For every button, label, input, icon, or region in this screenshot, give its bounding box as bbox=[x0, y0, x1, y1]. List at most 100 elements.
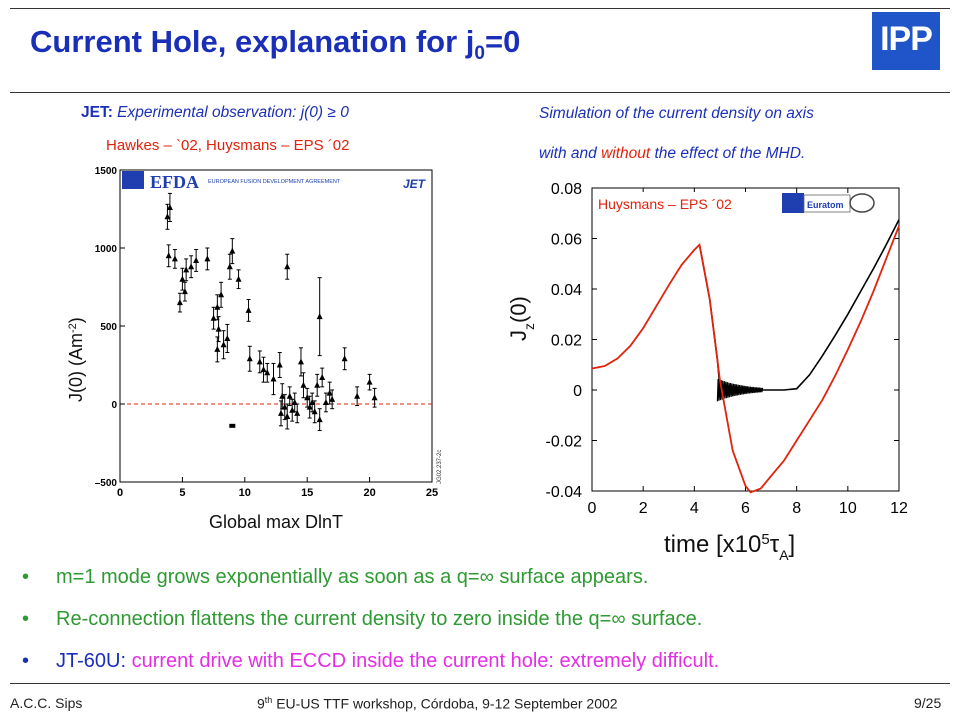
efda-banner-sub: EUROPEAN FUSION DEVELOPMENT AGREEMENT bbox=[208, 179, 341, 185]
y-tick-label: 0.08 bbox=[551, 181, 582, 198]
data-point bbox=[309, 392, 316, 413]
ipp-logo: IPP bbox=[872, 12, 940, 70]
x-tick-label: 0 bbox=[588, 500, 597, 517]
data-point bbox=[193, 249, 200, 272]
right-caption-line2: with and without the effect of the MHD. bbox=[539, 145, 806, 162]
data-point bbox=[354, 386, 361, 407]
data-point bbox=[289, 398, 296, 422]
series-with-mhd-line bbox=[698, 219, 900, 391]
data-point bbox=[366, 373, 373, 391]
data-point bbox=[300, 372, 307, 399]
data-point bbox=[226, 253, 233, 280]
data-point bbox=[188, 255, 195, 279]
data-point bbox=[245, 298, 252, 322]
right-xlabel: time [x105τA] bbox=[664, 531, 795, 561]
y-tick-label: 0 bbox=[111, 400, 117, 411]
efda-banner: EFDA EUROPEAN FUSION DEVELOPMENT AGREEME… bbox=[122, 171, 427, 192]
data-point bbox=[297, 347, 304, 377]
x-tick-label: 2 bbox=[639, 500, 648, 517]
jet-banner-text: JET bbox=[403, 177, 427, 191]
data-point bbox=[326, 381, 333, 405]
slide-title: Current Hole, explanation for j0=0 bbox=[30, 24, 521, 65]
left-xlabel: Global max DlnT bbox=[209, 512, 343, 532]
right-authors: Huysmans – EPS ´02 bbox=[598, 196, 732, 212]
data-point bbox=[165, 244, 172, 268]
data-point bbox=[329, 389, 336, 410]
right-chart: 0 2 4 6 8 10 12 -0.04 -0.02 0 0.02 0.04 0.06 0.08 Huy… bbox=[506, 181, 908, 561]
right-caption-line1: Simulation of the current density on axi… bbox=[539, 105, 814, 122]
left-caption: JET: Experimental observation: j(0) ≥ 0 bbox=[81, 104, 349, 121]
x-tick-label: 8 bbox=[792, 500, 801, 517]
data-point bbox=[181, 281, 188, 302]
data-point bbox=[284, 253, 291, 280]
bullet-dot: • bbox=[22, 650, 30, 672]
left-authors: Hawkes – `02, Huysmans – EPS ´02 bbox=[106, 137, 350, 154]
data-point bbox=[341, 347, 348, 371]
top-rule bbox=[10, 8, 950, 9]
data-point bbox=[316, 277, 323, 357]
data-point bbox=[229, 423, 236, 428]
data-point bbox=[291, 392, 298, 413]
y-tick-label: 500 bbox=[100, 322, 117, 333]
data-point bbox=[281, 394, 288, 421]
data-point bbox=[215, 316, 222, 343]
right-authors-bg bbox=[595, 192, 765, 214]
data-point bbox=[260, 356, 267, 383]
data-point bbox=[264, 362, 271, 383]
efda-banner-text: EFDA bbox=[150, 172, 199, 192]
x-tick-label: 12 bbox=[890, 500, 908, 517]
data-point bbox=[235, 269, 242, 290]
data-point bbox=[286, 386, 293, 407]
data-point bbox=[210, 306, 217, 330]
y-tick-label: 0.06 bbox=[551, 232, 582, 249]
data-point bbox=[220, 330, 227, 360]
left-ylabel: J(0) (Am-2) bbox=[66, 317, 86, 402]
data-point bbox=[276, 352, 283, 378]
header-rule bbox=[10, 92, 950, 93]
x-tick-label: 4 bbox=[690, 500, 699, 517]
x-tick-label: 5 bbox=[179, 487, 185, 499]
data-point bbox=[204, 247, 211, 271]
data-point bbox=[277, 400, 284, 427]
data-point bbox=[311, 400, 318, 424]
x-tick-label: 10 bbox=[839, 500, 857, 517]
bullet-dot: • bbox=[22, 566, 30, 588]
footer-rule bbox=[10, 683, 950, 684]
data-point bbox=[322, 392, 329, 413]
x-tick-label: 0 bbox=[117, 487, 123, 499]
data-point bbox=[314, 373, 321, 397]
data-point bbox=[164, 203, 171, 230]
data-point bbox=[306, 395, 313, 419]
data-point bbox=[246, 345, 253, 372]
data-point bbox=[319, 367, 326, 388]
right-ylabel: Jz(0) bbox=[506, 296, 537, 341]
data-point bbox=[229, 238, 236, 265]
y-tick-label: 0.02 bbox=[551, 333, 582, 350]
data-point bbox=[176, 292, 183, 313]
y-tick-label: 1500 bbox=[95, 166, 118, 177]
bullet-dot: • bbox=[22, 608, 30, 630]
y-tick-label: 1000 bbox=[95, 244, 118, 255]
data-point bbox=[179, 267, 186, 291]
data-point bbox=[270, 362, 277, 396]
data-point bbox=[166, 192, 173, 222]
data-point bbox=[371, 387, 378, 408]
euratom-text: Euratom bbox=[807, 200, 844, 210]
y-tick-label: -0.04 bbox=[546, 484, 583, 501]
data-point bbox=[214, 294, 221, 321]
data-point bbox=[284, 403, 291, 430]
data-point bbox=[256, 350, 263, 374]
series-without-mhd-line bbox=[591, 225, 900, 494]
footer-author: A.C.C. Sips bbox=[10, 695, 83, 711]
x-tick-label: 20 bbox=[363, 487, 375, 499]
euratom-logo: Euratom bbox=[782, 193, 875, 213]
x-tick-label: 6 bbox=[741, 500, 750, 517]
data-point bbox=[224, 323, 231, 354]
data-point bbox=[171, 249, 178, 269]
y-tick-label: 0 bbox=[573, 383, 582, 400]
x-tick-label: 15 bbox=[301, 487, 313, 499]
data-point bbox=[294, 403, 301, 424]
data-point bbox=[316, 408, 323, 432]
y-tick-label: 0.04 bbox=[551, 282, 582, 299]
y-tick-label: –500 bbox=[95, 478, 118, 489]
